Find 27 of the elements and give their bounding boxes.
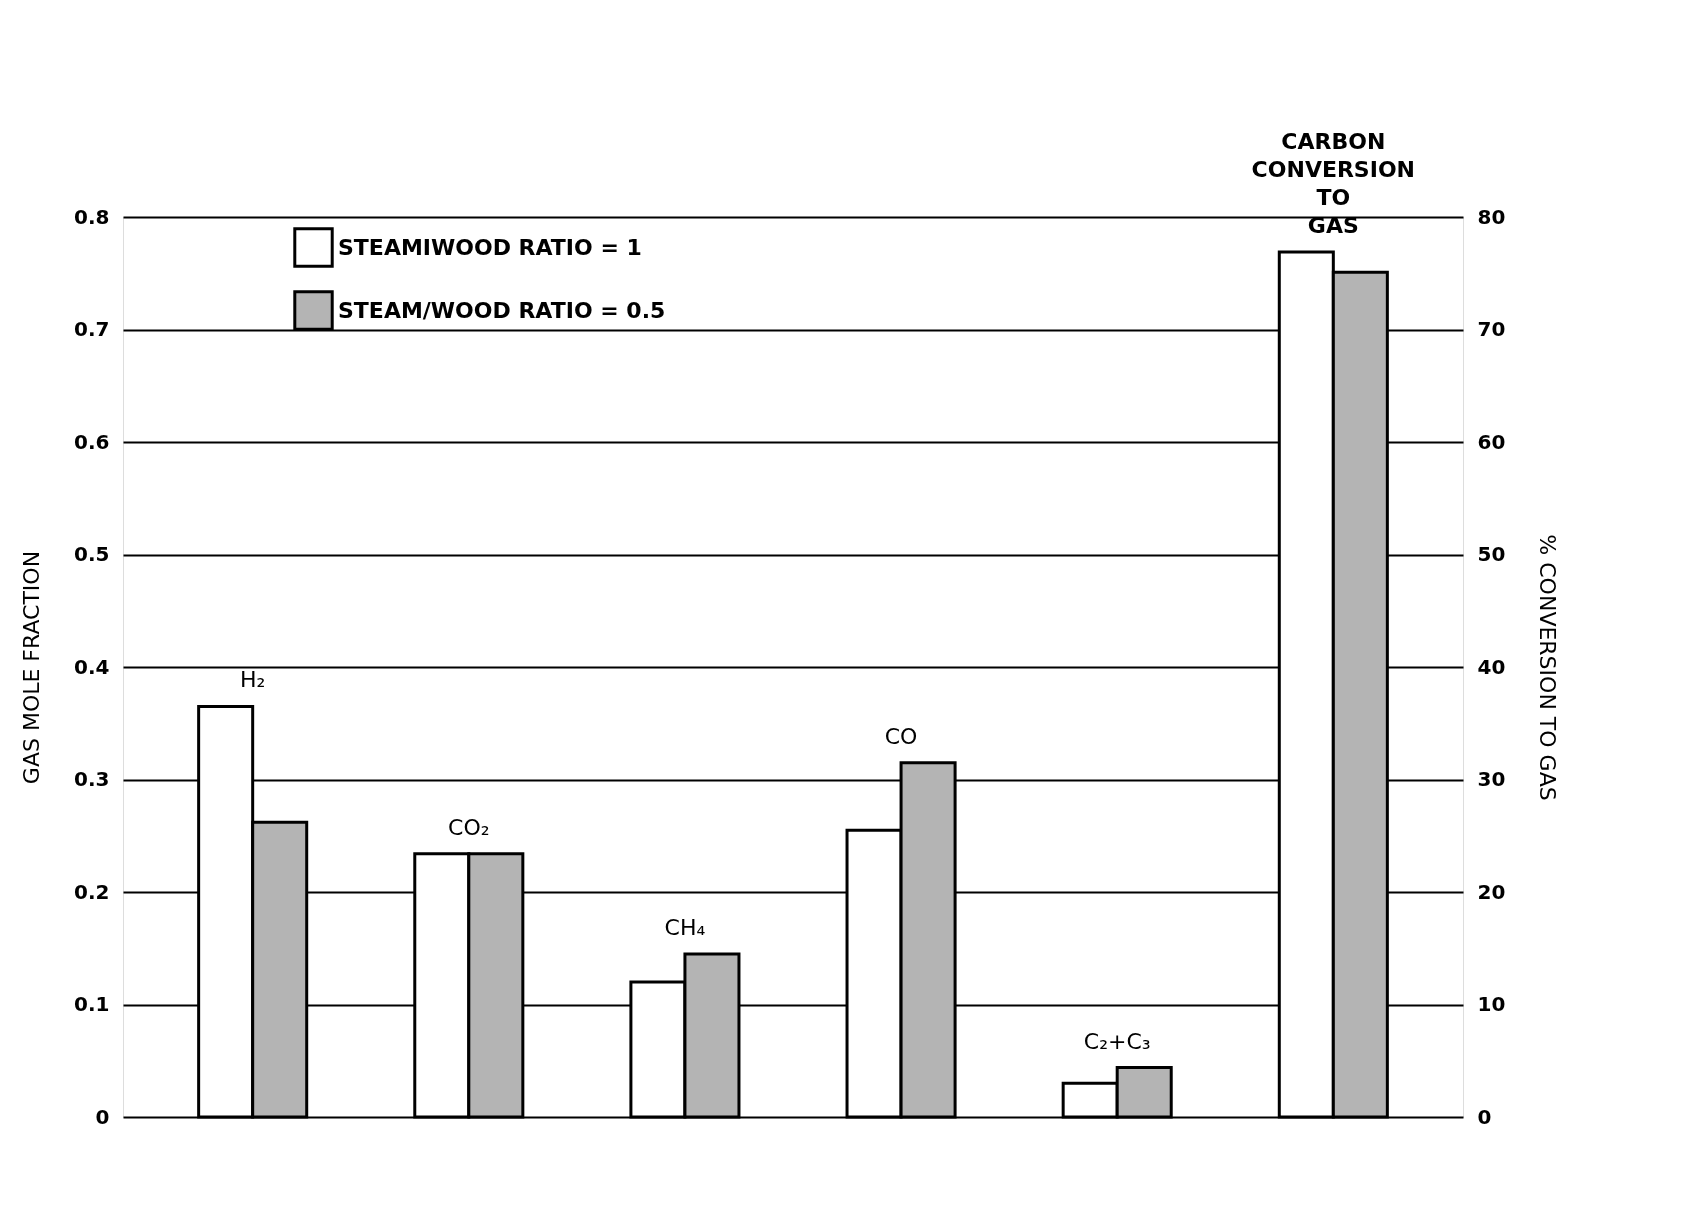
x-tick-label: H₂ <box>239 667 266 693</box>
y-tick-label: 0.2 <box>74 879 110 904</box>
y2-tick-label: 60 <box>1477 429 1506 454</box>
y2-tick-label: 40 <box>1477 654 1506 679</box>
y-axis-title: GAS MOLE FRACTION <box>19 550 45 785</box>
y2-axis-title: % CONVERSION TO GAS <box>1535 534 1561 801</box>
legend-label: STEAM/WOOD RATIO = 0.5 <box>338 297 666 323</box>
y-tick-label: 0.5 <box>74 542 110 566</box>
y-tick-label: 0.6 <box>74 429 110 454</box>
x-tick-label: CH₄ <box>664 914 706 940</box>
y-tick-label: 0 <box>95 1104 110 1129</box>
y2-tick-label: 80 <box>1477 204 1506 229</box>
y2-tick-label: 70 <box>1477 317 1506 341</box>
y2-tick-label: 30 <box>1477 767 1506 791</box>
y-tick-label: 0.4 <box>74 654 110 679</box>
legend-label: STEAMIWOOD RATIO = 1 <box>338 234 642 260</box>
x-tick-label: CO₂ <box>448 814 490 840</box>
y-tick-label: 0.8 <box>74 204 110 229</box>
y2-tick-label: 50 <box>1477 542 1506 566</box>
y2-tick-label: 20 <box>1477 879 1506 904</box>
y2-tick-label: 10 <box>1477 992 1506 1016</box>
x-tick-label: CO <box>884 723 918 749</box>
y-tick-label: 0.3 <box>74 767 110 791</box>
y-tick-label: 0.1 <box>74 992 110 1016</box>
y-tick-label: 0.7 <box>74 317 110 341</box>
y2-tick-label: 0 <box>1477 1104 1492 1129</box>
x-tick-label: C₂+C₃ <box>1083 1028 1151 1054</box>
